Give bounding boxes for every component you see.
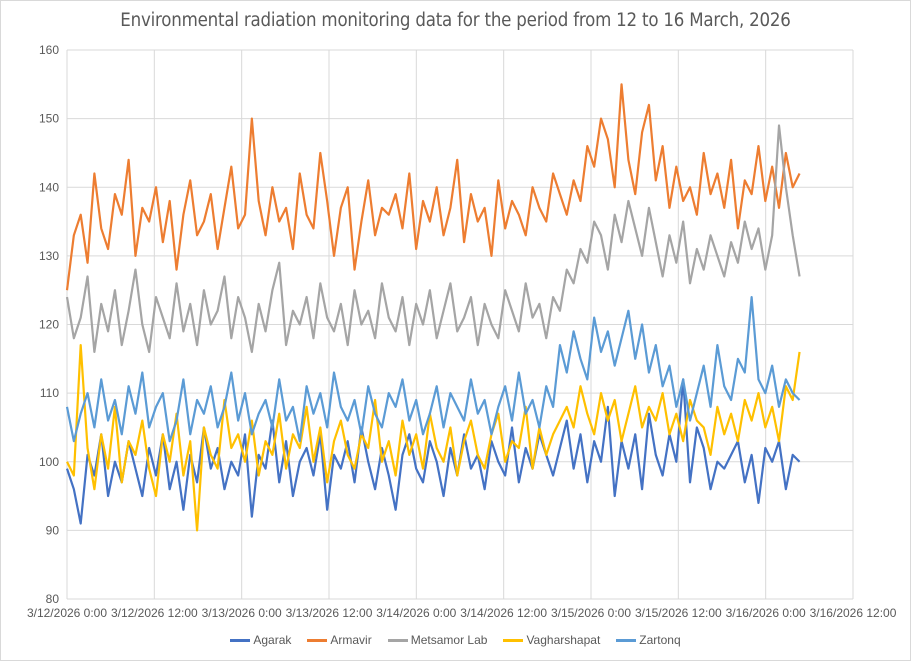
series-line-armavir [65,83,801,291]
x-tick-label: 3/15/2026 0:00 [551,606,631,620]
legend-swatch [616,638,637,642]
y-tick-label: 100 [39,455,59,469]
legend-label: Armavir [330,633,372,647]
y-tick-label: 160 [39,43,59,57]
legend-label: Zartonq [639,633,681,647]
x-tick-label: 3/15/2026 12:00 [635,606,722,620]
series-line-metsamor-lab [65,124,801,354]
y-tick-label: 80 [46,592,60,606]
legend-label: Vagharshapat [526,633,601,647]
legend-item: Agarak [230,633,291,647]
y-tick-label: 140 [39,180,59,194]
y-tick-label: 150 [39,112,59,126]
y-tick-label: 130 [39,249,59,263]
x-tick-label: 3/16/2026 12:00 [810,606,897,620]
y-tick-label: 110 [40,386,59,400]
y-tick-label: 120 [39,318,59,332]
legend-item: Zartonq [616,633,681,647]
x-tick-label: 3/12/2026 12:00 [111,606,198,620]
legend-swatch [230,638,251,642]
y-tick-label: 90 [46,523,60,537]
legend-item: Metsamor Lab [387,633,488,647]
x-tick-label: 3/14/2026 12:00 [460,606,547,620]
legend-item: Armavir [307,633,372,647]
legend-swatch [307,638,328,642]
series-lines [65,83,801,532]
x-tick-label: 3/13/2026 0:00 [202,606,282,620]
x-axis-ticks: 3/12/2026 0:00 3/12/2026 12:00 3/13/2026 0… [27,606,897,620]
legend-label: Agarak [253,633,292,647]
legend: Agarak Armavir Metsamor Lab Vagharshapat Zar… [0,633,911,647]
series-line-zartonq [65,295,801,443]
chart-title: Environmental radiation monitoring data … [120,10,791,31]
x-tick-label: 3/14/2026 0:00 [376,606,456,620]
legend-swatch [503,638,524,642]
legend-swatch [387,638,408,642]
y-axis-ticks: 80 90 100 110 120 130 140 150 160 [39,43,59,606]
x-tick-label: 3/16/2026 0:00 [726,606,806,620]
legend-label: Metsamor Lab [410,633,488,647]
series-line-vagharshapat [66,343,801,532]
x-tick-label: 3/12/2026 0:00 [27,606,107,620]
legend-item: Vagharshapat [503,633,600,647]
series-line-agarak [65,378,801,525]
x-tick-label: 3/13/2026 12:00 [286,606,373,620]
